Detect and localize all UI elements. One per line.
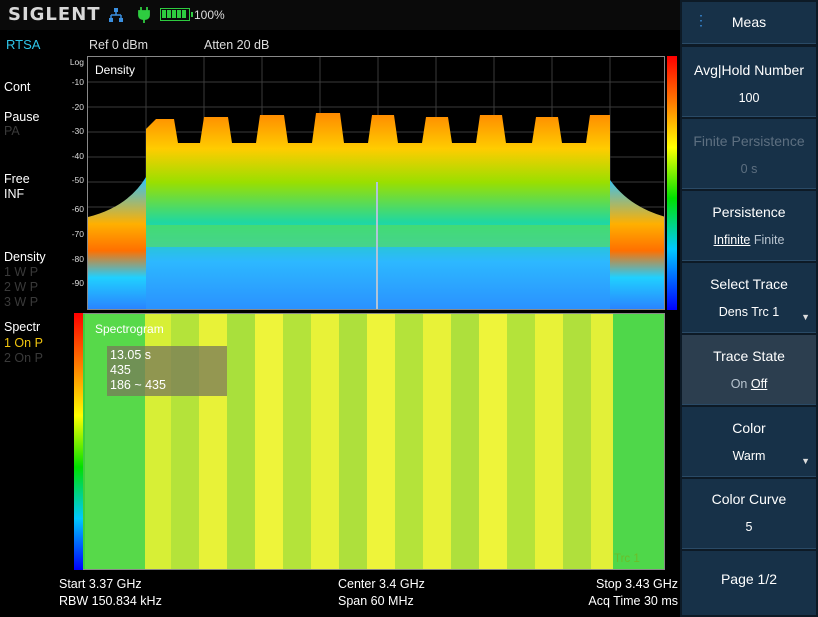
finite-persistence-value: 0 s: [740, 162, 758, 176]
avg-hold-label: Avg|Hold Number: [694, 62, 804, 78]
y-tick: -50: [71, 175, 84, 185]
page-label: Page 1/2: [720, 571, 778, 587]
avg-hold-button[interactable]: Avg|Hold Number 100: [682, 47, 816, 117]
battery-percent: 100%: [194, 8, 225, 22]
status-bar: [0, 0, 680, 30]
avg-hold-value: 100: [738, 91, 760, 105]
y-tick: -60: [71, 204, 84, 214]
density-label[interactable]: Density: [4, 250, 46, 264]
spectrogram-marker-readout: 13.05 s 435 186 ~ 435: [107, 346, 227, 396]
persistence-option-finite[interactable]: Finite: [753, 233, 785, 247]
y-tick: -10: [71, 77, 84, 87]
trace-state-option-on[interactable]: On: [730, 377, 748, 391]
marker-time: 13.05 s: [110, 348, 152, 362]
y-tick: -70: [71, 229, 84, 239]
select-trace-label: Select Trace: [710, 276, 788, 292]
y-tick: -90: [71, 278, 84, 288]
marker-index: 435: [110, 363, 131, 377]
pause-label[interactable]: Pause: [4, 110, 40, 124]
center-freq[interactable]: Center 3.4 GHz: [338, 577, 425, 591]
persistence-label: Persistence: [712, 204, 786, 220]
density-trace-2: 2 W P: [4, 280, 39, 294]
y-tick: -80: [71, 254, 84, 264]
rbw[interactable]: RBW 150.834 kHz: [59, 594, 162, 608]
start-freq[interactable]: Start 3.37 GHz: [59, 577, 142, 591]
attenuation[interactable]: Atten 20 dB: [204, 38, 270, 52]
left-skirt: [88, 177, 146, 309]
trace-label: Trc 1: [614, 553, 640, 565]
sweep-mode[interactable]: Cont: [4, 80, 31, 94]
spectrogram-color-scale: [74, 313, 83, 570]
stop-freq[interactable]: Stop 3.43 GHz: [596, 577, 678, 591]
trace-state-button[interactable]: Trace State On Off: [682, 335, 816, 405]
page-button[interactable]: Page 1/2: [682, 551, 816, 615]
brand-logo: SIGLENT: [8, 4, 101, 25]
density-plot[interactable]: [87, 56, 665, 310]
more-dots-icon: ⋮: [694, 12, 708, 28]
y-tick: -20: [71, 102, 84, 112]
select-trace-button[interactable]: Select Trace Dens Trc 1 ▼: [682, 263, 816, 333]
persistence-option-infinite[interactable]: Infinite: [713, 233, 751, 247]
spectr-trace-1: 1 On P: [4, 336, 43, 350]
finite-persistence-label: Finite Persistence: [693, 133, 805, 149]
marker-range: 186 ~ 435: [110, 378, 166, 392]
color-value: Warm: [732, 449, 766, 463]
spectr-label[interactable]: Spectr: [4, 320, 41, 334]
density-color-scale: [667, 56, 677, 310]
trigger-free[interactable]: Free: [4, 172, 30, 186]
density-trace-1: 1 W P: [4, 265, 39, 279]
mode-label[interactable]: RTSA: [6, 37, 41, 52]
trigger-sub: INF: [4, 187, 25, 201]
y-tick: -40: [71, 151, 84, 161]
trace-state-option-off[interactable]: Off: [750, 377, 768, 391]
dropdown-arrow-icon: ▼: [801, 312, 810, 322]
color-button[interactable]: Color Warm ▼: [682, 407, 816, 477]
menu-header[interactable]: ⋮ Meas: [682, 2, 816, 44]
color-curve-value: 5: [745, 520, 753, 534]
trace-state-label: Trace State: [713, 348, 785, 364]
color-curve-label: Color Curve: [711, 491, 787, 507]
dropdown-arrow-icon: ▼: [801, 456, 810, 466]
spectrogram-title: Spectrogram: [95, 322, 164, 336]
spectr-trace-2: 2 On P: [4, 351, 43, 365]
menu-title: Meas: [731, 14, 767, 30]
y-scale-label: Log: [69, 57, 84, 67]
finite-persistence-button[interactable]: Finite Persistence 0 s: [682, 119, 816, 189]
acq-time[interactable]: Acq Time 30 ms: [588, 594, 678, 608]
density-graph: [88, 57, 664, 309]
ref-level[interactable]: Ref 0 dBm: [89, 38, 149, 52]
select-trace-value: Dens Trc 1: [718, 305, 780, 319]
color-curve-button[interactable]: Color Curve 5: [682, 479, 816, 549]
network-icon: [109, 8, 123, 22]
density-title: Density: [95, 63, 136, 77]
color-label: Color: [732, 420, 766, 436]
spectrogram-stripes: [145, 314, 664, 569]
persistence-button[interactable]: Persistence Infinite Finite: [682, 191, 816, 261]
power-plug-icon: [138, 7, 150, 23]
span[interactable]: Span 60 MHz: [338, 594, 414, 608]
battery-icon: [160, 8, 193, 21]
right-skirt: [608, 177, 664, 309]
density-trace-3: 3 W P: [4, 295, 39, 309]
y-tick: -30: [71, 126, 84, 136]
pause-sub: PA: [4, 124, 20, 138]
